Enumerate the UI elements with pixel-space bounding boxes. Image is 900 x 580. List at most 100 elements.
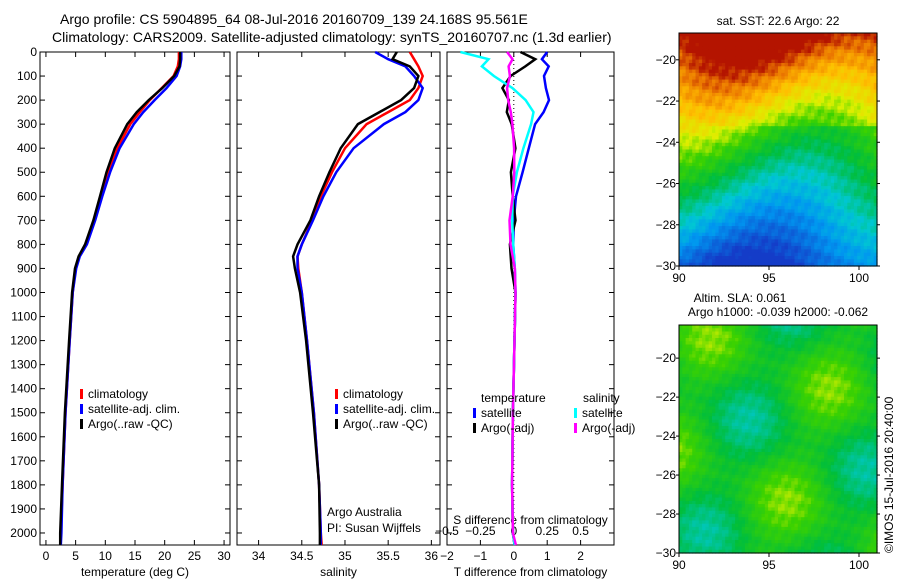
map-cell	[824, 186, 829, 190]
map-cell	[748, 239, 753, 244]
map-cell	[758, 232, 763, 237]
map-cell	[837, 232, 842, 237]
map-cell	[725, 182, 730, 187]
map-cell	[721, 344, 726, 349]
y-tick-label: 500	[17, 165, 37, 179]
map-cell	[820, 219, 825, 224]
map-cell	[857, 226, 862, 230]
map-cell	[870, 206, 875, 210]
map-cell	[860, 172, 865, 177]
map-cell	[820, 139, 825, 144]
map-cell	[860, 242, 865, 247]
map-cell	[725, 202, 730, 207]
map-cell	[784, 232, 789, 237]
map-cell	[817, 116, 822, 121]
map-cell	[731, 192, 736, 197]
map-cell	[804, 182, 809, 187]
map-cell	[840, 222, 845, 227]
map-cell	[682, 106, 687, 111]
map-cell	[804, 246, 809, 250]
map-cell	[804, 262, 809, 267]
map-cell	[731, 179, 736, 184]
map-cell	[728, 53, 733, 57]
map-cell	[712, 56, 716, 61]
map-cell	[748, 226, 753, 230]
map-cell	[692, 146, 697, 151]
map-cell	[824, 49, 829, 54]
map-cell	[715, 89, 720, 94]
map-cell	[745, 179, 749, 184]
map-cell	[702, 106, 706, 111]
map-cell	[702, 259, 706, 264]
map-cell	[870, 172, 875, 177]
map-cell	[834, 69, 838, 74]
map-cell	[853, 79, 858, 84]
map-cell	[778, 69, 782, 74]
map-cell	[857, 216, 862, 220]
map-cell	[692, 92, 697, 97]
map-cell	[784, 338, 789, 342]
map-cell	[692, 351, 697, 355]
map-cell	[811, 169, 815, 174]
map-cell	[721, 109, 726, 114]
map-cell	[787, 249, 792, 254]
map-cell	[853, 152, 858, 157]
map-cell	[801, 338, 805, 342]
map-cell	[754, 159, 759, 164]
map-cell	[784, 242, 789, 247]
map-cell	[844, 102, 848, 107]
map-cell	[801, 206, 805, 210]
map-cell	[735, 176, 739, 180]
map-cell	[791, 126, 796, 131]
map-cell	[811, 176, 815, 180]
map-cell	[685, 182, 690, 187]
map-cell	[781, 102, 786, 107]
map-cell	[745, 172, 749, 177]
map-cell	[840, 146, 845, 151]
map-cell	[731, 96, 736, 101]
map-cell	[807, 199, 812, 204]
map-cell	[857, 206, 862, 210]
map-cell	[688, 49, 693, 54]
map-cell	[817, 96, 822, 101]
map-cell	[761, 206, 766, 210]
map-cell	[771, 189, 776, 194]
map-cell	[847, 159, 852, 164]
map-cell	[721, 79, 726, 84]
map-cell	[754, 186, 759, 190]
map-cell	[702, 179, 706, 184]
map-cell	[698, 196, 703, 200]
map-cell	[814, 182, 819, 187]
map-cell	[702, 162, 706, 167]
y-tick-label: 1300	[10, 358, 37, 372]
map-cell	[830, 39, 835, 44]
map-cell	[738, 182, 743, 187]
map-cell	[850, 139, 855, 144]
map-cell	[698, 82, 703, 87]
map-cell	[702, 76, 706, 81]
map-cell	[781, 328, 786, 333]
map-cell	[794, 33, 799, 37]
map-cell	[837, 199, 842, 204]
map-cell	[873, 59, 878, 64]
map-cell	[867, 156, 871, 161]
map-cell	[702, 102, 706, 107]
map-cell	[814, 92, 819, 97]
map-cell	[688, 63, 693, 67]
map-cell	[735, 192, 739, 197]
map-cell	[857, 252, 862, 257]
map-cell	[820, 206, 825, 210]
map-cell	[728, 186, 733, 190]
map-cell	[774, 226, 779, 230]
map-cell	[797, 347, 802, 352]
map-cell	[698, 236, 703, 240]
map-cell	[804, 156, 809, 161]
map-cell	[721, 334, 726, 339]
map-cell	[761, 226, 766, 230]
map-cell	[794, 43, 799, 47]
map-cell	[820, 226, 825, 230]
map-cell	[820, 182, 825, 187]
map-cell	[824, 192, 829, 197]
map-cell	[870, 92, 875, 97]
map-cell	[781, 109, 786, 114]
